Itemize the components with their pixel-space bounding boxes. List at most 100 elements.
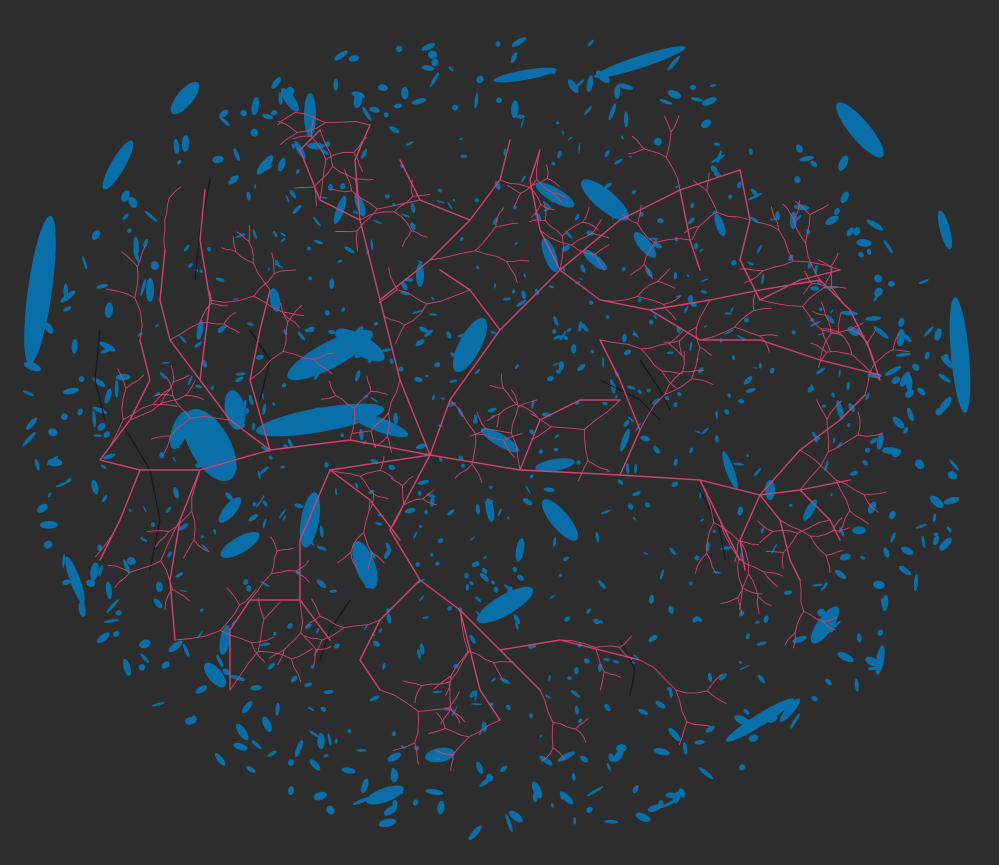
blue-speckle	[171, 443, 180, 449]
vessel-branch	[287, 304, 302, 323]
blue-speckle	[63, 387, 79, 395]
vessel-branch	[474, 226, 497, 252]
blue-speckle	[724, 409, 730, 415]
blue-speckle	[539, 734, 543, 738]
blue-speckle	[739, 764, 746, 771]
vessel-branch	[561, 221, 584, 237]
blue-region	[255, 403, 385, 437]
blue-speckle	[748, 148, 753, 155]
blue-speckle	[279, 509, 286, 519]
vessel-branch	[867, 341, 875, 365]
vessel-branch	[809, 204, 829, 216]
blue-speckle	[334, 342, 341, 350]
blue-speckle	[271, 77, 282, 89]
blue-speckle	[378, 628, 383, 633]
blue-speckle	[860, 555, 866, 560]
vessel-branch	[450, 754, 454, 772]
blue-speckle	[437, 800, 445, 815]
vessel-branch	[207, 287, 212, 304]
vessel-branch	[734, 310, 754, 328]
blue-speckle	[104, 388, 112, 404]
vessel-branch	[737, 540, 760, 545]
blue-speckle	[658, 800, 664, 807]
vessel-branch	[857, 411, 861, 436]
blue-region	[65, 556, 85, 604]
blue-speckle	[391, 731, 397, 737]
vessel-trunk	[599, 339, 641, 476]
blue-speckle	[140, 537, 148, 542]
vessel-branch	[825, 554, 831, 573]
blue-speckle	[201, 543, 209, 552]
vessel-branch	[805, 214, 811, 244]
blue-speckle	[447, 402, 457, 407]
blue-speckle	[550, 68, 556, 75]
blue-speckle	[653, 445, 660, 454]
vessel-branch	[778, 229, 794, 262]
vessel-branch	[528, 186, 542, 206]
blue-speckle	[309, 354, 317, 357]
vessel-branch	[546, 177, 560, 188]
vessel-branch	[106, 288, 136, 299]
blue-speckle	[486, 773, 494, 782]
blue-speckle	[586, 75, 594, 92]
blue-speckle	[891, 376, 901, 385]
vessel-trunk	[359, 579, 421, 691]
blue-speckle	[550, 196, 556, 203]
vessel-branch	[536, 149, 541, 180]
blue-region	[714, 213, 726, 237]
blue-speckle	[235, 372, 246, 376]
blue-speckle	[278, 92, 283, 105]
vessel-branch	[825, 550, 843, 556]
blue-speckle	[413, 531, 418, 539]
blue-speckle	[637, 389, 642, 394]
vessel-branch	[296, 122, 327, 133]
vessel-branch	[447, 691, 460, 709]
vessel-branch	[675, 689, 688, 723]
vessel-branch	[752, 293, 756, 312]
blue-speckle	[93, 434, 103, 438]
vessel-branch	[639, 659, 677, 691]
blue-speckle	[281, 383, 287, 388]
vessel-branch	[300, 632, 317, 650]
blue-speckle	[323, 689, 334, 695]
vessel-branch	[422, 498, 437, 506]
blue-speckle	[890, 532, 896, 543]
blue-speckle	[653, 137, 662, 146]
blue-speckle	[818, 307, 823, 312]
blue-speckle	[63, 306, 72, 312]
blue-speckle	[694, 555, 700, 561]
blue-speckle	[465, 583, 470, 591]
blue-speckle	[274, 259, 280, 265]
blue-speckle	[654, 314, 657, 320]
blue-speckle	[668, 605, 674, 614]
vessel-branch	[698, 211, 718, 227]
vessel-branch	[759, 335, 770, 353]
blue-speckle	[853, 226, 861, 236]
vessel-branch	[640, 348, 663, 372]
blue-speckle	[683, 306, 689, 313]
blue-speckle	[448, 66, 454, 72]
blue-speckle	[363, 623, 369, 631]
vessel-branch	[744, 270, 764, 284]
blue-speckle	[673, 458, 678, 466]
vessel-branch	[803, 610, 824, 622]
blue-speckle	[62, 553, 66, 569]
vessel-branch	[367, 552, 373, 570]
vessel-branch	[795, 200, 811, 216]
vessel-branch	[739, 268, 764, 272]
vessel-branch	[737, 557, 743, 589]
blue-speckle	[867, 666, 879, 671]
blue-speckle	[96, 283, 108, 289]
blue-speckle	[579, 755, 589, 763]
vessel-branch	[293, 186, 315, 189]
blue-speckle	[590, 349, 595, 354]
vessel-branch	[335, 395, 355, 409]
blue-speckle	[100, 464, 107, 470]
blue-speckle	[114, 380, 119, 398]
vessel-branch	[282, 350, 315, 360]
blue-speckle	[632, 654, 639, 659]
blue-speckle	[316, 545, 327, 551]
blue-speckle	[96, 632, 110, 644]
blue-speckle	[575, 213, 580, 221]
vessel-branch	[693, 180, 708, 192]
